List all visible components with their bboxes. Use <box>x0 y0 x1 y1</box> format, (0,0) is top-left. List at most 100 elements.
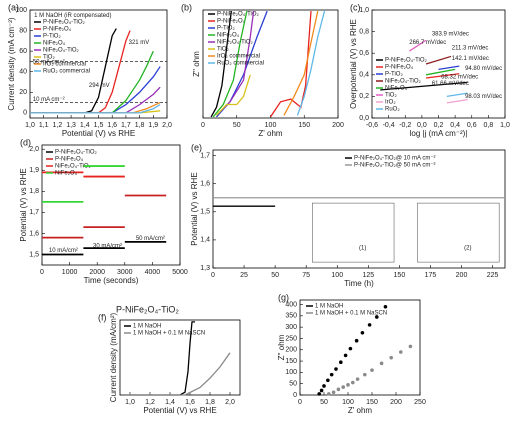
x-tick-label: 0,6 <box>467 122 477 129</box>
series-line <box>30 104 161 114</box>
point <box>355 377 360 381</box>
x-tick-label: 1,6 <box>107 122 117 129</box>
x-tick-label: 225 <box>487 272 499 279</box>
y-tick-label: 250 <box>285 335 297 342</box>
point <box>322 384 326 388</box>
legend-label: RuO₂ commercial <box>43 69 90 75</box>
x-tick-label: 100 <box>265 122 277 129</box>
legend-label: TiO₂ <box>217 47 229 53</box>
legend-label: NiFe₂O₄ <box>385 86 408 92</box>
x-tick-label: 0,8 <box>484 122 494 129</box>
y-axis-label: Current density (mA cm⁻²) <box>7 17 16 110</box>
x-tick-label: 0 <box>298 399 302 406</box>
annotation: (1) <box>359 246 366 252</box>
y-axis-label: Potential (V) vs RHE <box>190 172 199 245</box>
inset <box>312 202 395 263</box>
y-tick-label: 40 <box>19 69 27 76</box>
annotation: 50 mA/cm² <box>136 236 165 242</box>
legend-label: P-TiO₂ <box>43 34 61 40</box>
point <box>375 315 379 319</box>
legend-label: P-NiFe₂O₄-TiO₂ <box>385 58 428 64</box>
x-tick-label: 1,0 <box>125 399 135 406</box>
point <box>343 353 348 358</box>
annotation: 30 mA/cm² <box>93 243 122 249</box>
point <box>360 330 365 335</box>
x-tick-label: 0,0 <box>417 122 427 129</box>
legend-label: NiFe₂O₄-TiO₂ <box>43 48 80 54</box>
y-tick-label: 0,8 <box>359 28 369 35</box>
x-tick-label: 0,2 <box>434 122 444 129</box>
point <box>336 387 341 392</box>
x-tick-label: 50 <box>271 272 279 279</box>
x-tick-label: 175 <box>425 272 437 279</box>
x-tick-label: 0 <box>211 272 215 279</box>
x-tick-label: 5000 <box>172 269 188 276</box>
series-line <box>438 65 460 71</box>
y-tick-label: 1,7 <box>29 209 39 216</box>
y-tick-label: 150 <box>285 358 297 365</box>
x-tick-label: 200 <box>390 399 402 406</box>
point <box>341 385 346 389</box>
legend-label: 1 M NaOH + 0.1 M NaSCN <box>315 311 387 317</box>
plot-frame <box>41 144 181 266</box>
point <box>326 378 330 383</box>
x-axis-label: log |j (mA cm⁻²)| <box>410 129 468 138</box>
annotation: 50 mA cm⁻² <box>33 59 65 65</box>
legend-label: NiFe₂O₄ <box>55 171 78 177</box>
x-tick-label: -0,2 <box>399 122 411 129</box>
series-line <box>296 10 326 116</box>
x-tick-label: 1,0 <box>500 122 510 129</box>
x-tick-label: 1,4 <box>165 399 175 406</box>
x-tick-label: -0,4 <box>383 122 395 129</box>
panel-label: (f) <box>98 312 107 322</box>
x-axis-label: Z' ohm <box>258 129 283 138</box>
annotation: 383.9 mV/dec <box>432 31 469 37</box>
point <box>329 372 334 377</box>
legend-label: RuO₂ commercial <box>217 61 264 67</box>
series-line <box>269 11 312 118</box>
x-tick-label: 1,8 <box>205 399 215 406</box>
x-tick-label: 2,0 <box>225 399 235 406</box>
y-tick-label: 100 <box>15 7 27 14</box>
y-axis-label: Current density (mA/cm²) <box>109 312 118 402</box>
x-tick-label: 1,8 <box>135 122 145 129</box>
legend-label: NiFe₂O₄ <box>43 41 66 47</box>
x-tick-label: 25 <box>240 272 248 279</box>
x-tick-label: 100 <box>342 399 354 406</box>
point <box>351 380 355 385</box>
x-tick-label: 1000 <box>62 269 78 276</box>
y-axis-label: Z'' ohm <box>277 334 286 360</box>
x-tick-label: 4000 <box>145 269 161 276</box>
legend-label: NiFe₂O₄-TiO₂ <box>385 79 422 85</box>
point <box>331 390 336 395</box>
annotation: 294 mV <box>89 83 110 89</box>
x-tick-label: 1,2 <box>145 399 155 406</box>
legend-label: P-NiFe₂O₄-TiO₂ <box>55 150 98 156</box>
legend-label: P-NiFe₂O₄ <box>385 65 414 71</box>
legend-label: NiFe₂O₄ <box>217 33 240 39</box>
legend-label: 1 M NaOH <box>133 324 161 330</box>
point <box>348 346 353 351</box>
x-tick-label: 1,3 <box>66 122 76 129</box>
y-tick-label: 50 <box>289 381 297 388</box>
x-tick-label: 125 <box>362 272 374 279</box>
legend-label: NiFe₂O₄-TiO₂ <box>217 40 254 46</box>
y-tick-label: 1,0 <box>359 7 369 14</box>
x-tick-label: 1,0 <box>25 122 35 129</box>
legend-label: IrO₂ commercial <box>43 62 86 68</box>
annotation: 211.3 mV/dec <box>452 45 489 51</box>
point <box>339 360 343 365</box>
x-axis-label: Potential (V) vs RHE <box>143 406 216 415</box>
x-tick-label: 1,1 <box>39 122 49 129</box>
y-tick-label: 300 <box>285 324 297 331</box>
x-tick-label: 1,6 <box>185 399 195 406</box>
y-tick-label: 80 <box>19 27 27 34</box>
legend-label: P-NiFe₂O₄-TiO₂@ 10 mA cm⁻² <box>354 156 435 162</box>
x-tick-label: 150 <box>394 272 406 279</box>
legend-label: TiO₂ <box>43 55 55 61</box>
series-line <box>425 68 456 76</box>
y-tick-label: 2,0 <box>29 146 39 153</box>
y-tick-label: 200 <box>285 347 297 354</box>
y-axis-label: Z'' ohm <box>192 51 201 77</box>
x-tick-label: 1,5 <box>94 122 104 129</box>
